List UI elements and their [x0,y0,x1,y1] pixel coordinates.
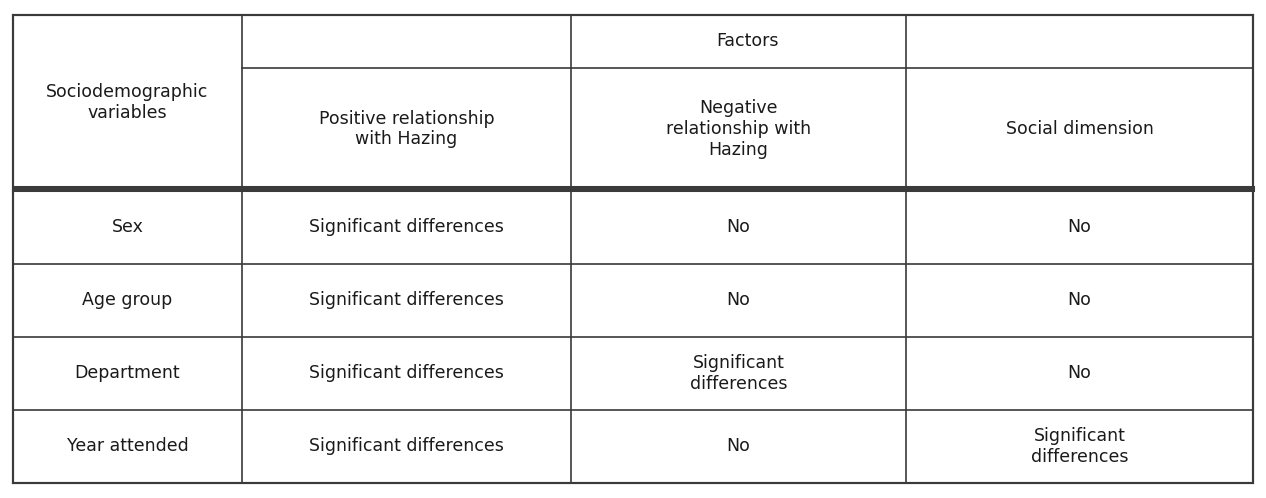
Text: Significant
differences: Significant differences [690,354,787,393]
Text: Significant differences: Significant differences [309,437,504,456]
Text: Significant differences: Significant differences [309,218,504,236]
Text: Significant differences: Significant differences [309,365,504,382]
Text: No: No [727,437,751,456]
Text: No: No [1067,218,1091,236]
Text: Negative
relationship with
Hazing: Negative relationship with Hazing [666,99,812,159]
Text: No: No [727,291,751,309]
Text: Sociodemographic
variables: Sociodemographic variables [47,83,209,122]
Text: No: No [1067,291,1091,309]
Text: Significant
differences: Significant differences [1031,427,1128,466]
Text: Positive relationship
with Hazing: Positive relationship with Hazing [319,110,495,148]
Text: Significant differences: Significant differences [309,291,504,309]
Text: Factors: Factors [717,32,779,50]
Text: No: No [727,218,751,236]
Text: No: No [1067,365,1091,382]
Text: Sex: Sex [111,218,143,236]
Text: Department: Department [75,365,180,382]
Text: Age group: Age group [82,291,172,309]
Text: Year attended: Year attended [67,437,189,456]
Text: Social dimension: Social dimension [1005,120,1153,138]
